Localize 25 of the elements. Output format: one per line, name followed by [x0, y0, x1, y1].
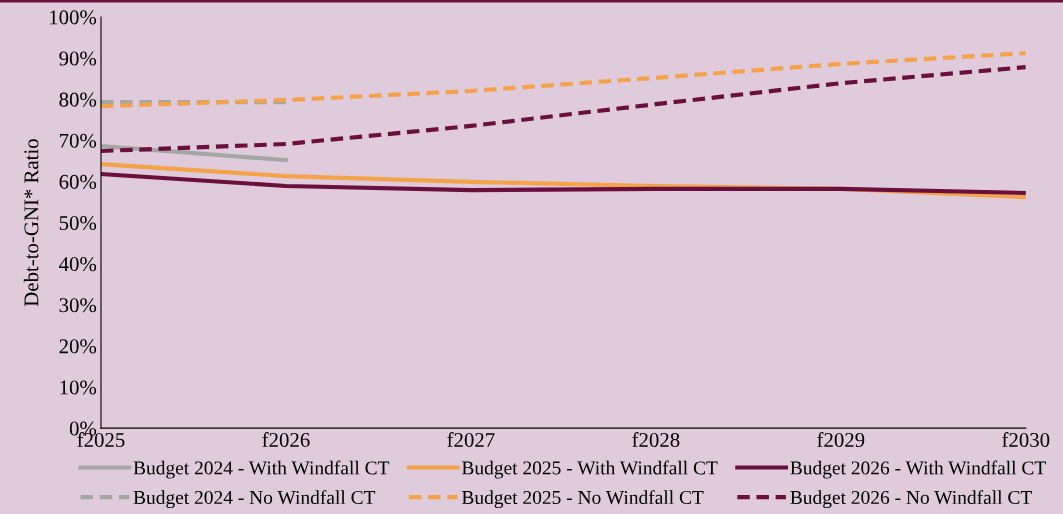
- y-tick-label: 100%: [50, 10, 97, 25]
- legend-label: Budget 2024 - No Windfall CT: [133, 490, 376, 509]
- x-tick-label: f2028: [632, 432, 680, 447]
- line-series: [100, 171, 1026, 196]
- y-tick-label: 20%: [59, 339, 97, 354]
- line-series: [100, 51, 1026, 109]
- legend-label: Budget 2026 - No Windfall CT: [790, 490, 1032, 509]
- y-tick-label: 80%: [59, 92, 97, 107]
- x-tick-label: f2026: [262, 432, 310, 447]
- y-tick-label: 70%: [60, 133, 97, 148]
- x-tick-label: f2029: [817, 432, 865, 447]
- legend-label: Budget 2025 - With Windfall CT: [461, 460, 718, 479]
- y-tick-label: 90%: [59, 51, 97, 66]
- x-tick-label: f2030: [1002, 432, 1050, 447]
- x-tick-label: f2027: [447, 432, 495, 447]
- legend-label: Budget 2025 - No Windfall CT: [461, 490, 704, 509]
- line-series: [100, 65, 1026, 154]
- y-tick-label: 10%: [60, 380, 97, 395]
- y-axis-title: Debt-to-GNI* Ratio: [23, 139, 39, 307]
- y-tick-label: 40%: [59, 257, 97, 272]
- y-tick-label: 50%: [59, 215, 97, 231]
- legend-label: Budget 2024 - With Windfall CT: [133, 460, 390, 479]
- legend-label: Budget 2026 - With Windfall CT: [790, 460, 1046, 479]
- y-tick-label: 30%: [59, 298, 97, 313]
- y-tick-label: 60%: [59, 174, 97, 189]
